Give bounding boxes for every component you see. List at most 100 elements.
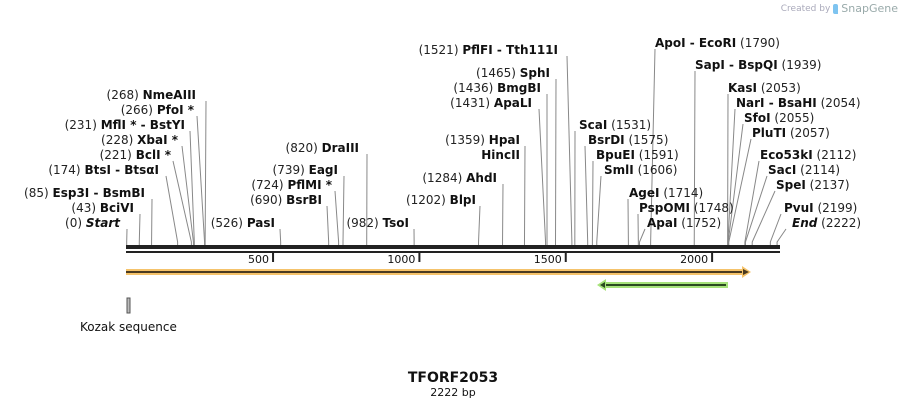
restriction-site-label[interactable]: (1284) AhdI xyxy=(422,171,497,185)
feature-reverse-arrow[interactable] xyxy=(597,279,728,291)
restriction-site-label[interactable]: PspOMI (1748) xyxy=(639,201,734,215)
site-enzyme-name: XbaI * xyxy=(137,133,178,147)
restriction-site-label[interactable]: (221) BclI * xyxy=(100,148,171,162)
site-enzyme-name: SapI - BspQI xyxy=(695,58,778,72)
site-enzyme-name: ApoI - EcoRI xyxy=(655,36,737,50)
site-enzyme-name: PluTI xyxy=(752,126,787,140)
site-position: (2137) xyxy=(809,178,850,192)
restriction-site-label[interactable]: (266) PfoI * xyxy=(121,103,194,117)
site-position: (690) xyxy=(250,193,283,207)
restriction-site-label[interactable]: (231) MflI * - BstYI xyxy=(65,118,185,132)
site-enzyme-name: AgeI xyxy=(629,186,660,200)
site-position: (2054) xyxy=(820,96,861,110)
restriction-site-label[interactable]: AgeI (1714) xyxy=(629,186,703,200)
restriction-site-label[interactable]: ScaI (1531) xyxy=(579,118,651,132)
site-enzyme-name: PflMI * xyxy=(287,178,332,192)
sequence-length: 2222 bp xyxy=(430,386,476,399)
kozak-label: Kozak sequence xyxy=(80,320,177,334)
restriction-site-label[interactable]: (690) BsrBI xyxy=(250,193,322,207)
restriction-site-label[interactable]: (174) BtsI - BtsαI xyxy=(48,163,159,177)
site-enzyme-name: SacI xyxy=(768,163,797,177)
orf-forward-arrow[interactable] xyxy=(126,266,751,278)
site-position: (2055) xyxy=(774,111,815,125)
site-enzyme-name: AhdI xyxy=(466,171,497,185)
restriction-site-label[interactable]: SmlI (1606) xyxy=(604,163,677,177)
site-position: (228) xyxy=(101,133,134,147)
ruler-tick-label: 1000 xyxy=(387,253,416,266)
restriction-site-label[interactable]: (0) Start xyxy=(65,216,120,230)
restriction-site-label[interactable]: (1465) SphI xyxy=(476,66,550,80)
site-enzyme-name: Esp3I - BsmBI xyxy=(52,186,145,200)
site-position: (1431) xyxy=(450,96,491,110)
restriction-site-label[interactable]: End (2222) xyxy=(792,216,861,230)
site-position: (1202) xyxy=(405,193,446,207)
site-enzyme-name: PfoI * xyxy=(156,103,194,117)
site-position: (1606) xyxy=(637,163,678,177)
site-position: (820) xyxy=(285,141,318,155)
site-enzyme-name: End xyxy=(792,216,818,230)
site-enzyme-name: BsrDI xyxy=(588,133,625,147)
restriction-site-label[interactable]: ApaI (1752) xyxy=(647,216,721,230)
site-enzyme-name: BmgBI xyxy=(497,81,541,95)
restriction-site-label[interactable]: (268) NmeAIII xyxy=(107,88,196,102)
site-position: (982) xyxy=(346,216,379,230)
restriction-site-label[interactable]: NarI - BsaHI (2054) xyxy=(736,96,861,110)
site-position: (1591) xyxy=(638,148,679,162)
site-position: (724) xyxy=(251,178,284,192)
restriction-site-label[interactable]: (1436) BmgBI xyxy=(453,81,541,95)
restriction-site-label[interactable]: (1431) ApaLI xyxy=(450,96,532,110)
restriction-site-label[interactable]: BsrDI (1575) xyxy=(588,133,668,147)
site-enzyme-name: PflFI - Tth111I xyxy=(462,43,558,57)
restriction-site-label[interactable]: (1359) HpaI xyxy=(445,133,520,147)
kozak-feature[interactable] xyxy=(126,297,131,314)
site-leader-lines xyxy=(126,48,787,245)
site-enzyme-name: SphI xyxy=(519,66,550,80)
restriction-site-label[interactable]: (228) XbaI * xyxy=(101,133,178,147)
restriction-site-label[interactable]: (1202) BlpI xyxy=(406,193,476,207)
site-enzyme-name: PasI xyxy=(246,216,275,230)
ruler-ticks xyxy=(272,253,714,262)
snapgene-branding: Created by SnapGene xyxy=(781,2,898,15)
site-position: (266) xyxy=(120,103,153,117)
restriction-site-label[interactable]: PvuI (2199) xyxy=(784,201,857,215)
restriction-site-label[interactable]: (43) BciVI xyxy=(71,201,134,215)
restriction-site-label[interactable]: (85) Esp3I - BsmBI xyxy=(24,186,145,200)
site-enzyme-name: EagI xyxy=(308,163,338,177)
restriction-site-label[interactable]: KasI (2053) xyxy=(728,81,801,95)
site-position: (1714) xyxy=(663,186,704,200)
site-enzyme-name: TsoI xyxy=(382,216,409,230)
site-enzyme-name: ApaLI xyxy=(493,96,532,110)
site-enzyme-name: BsrBI xyxy=(286,193,322,207)
restriction-site-label[interactable]: SapI - BspQI (1939) xyxy=(695,58,821,72)
site-enzyme-name: BclI * xyxy=(135,148,171,162)
restriction-site-label[interactable]: BpuEI (1591) xyxy=(596,148,679,162)
restriction-site-label[interactable]: SfoI (2055) xyxy=(744,111,814,125)
restriction-site-label[interactable]: (724) PflMI * xyxy=(251,178,332,192)
site-position: (1939) xyxy=(781,58,822,72)
ruler-tick-label: 1500 xyxy=(533,253,562,266)
site-enzyme-name: NarI - BsaHI xyxy=(736,96,817,110)
site-enzyme-name: BciVI xyxy=(99,201,134,215)
restriction-site-label[interactable]: SpeI (2137) xyxy=(776,178,850,192)
restriction-site-label[interactable]: (820) DraIII xyxy=(286,141,359,155)
site-enzyme-name: PspOMI xyxy=(639,201,690,215)
site-position: (268) xyxy=(106,88,139,102)
restriction-site-label[interactable]: (982) TsoI xyxy=(346,216,409,230)
restriction-site-label[interactable]: (526) PasI xyxy=(211,216,275,230)
site-enzyme-name: SmlI xyxy=(604,163,634,177)
restriction-site-label[interactable]: SacI (2114) xyxy=(768,163,840,177)
restriction-site-label[interactable]: PluTI (2057) xyxy=(752,126,830,140)
site-position: (739) xyxy=(272,163,305,177)
restriction-site-label[interactable]: (739) EagI xyxy=(273,163,338,177)
site-position: (1436) xyxy=(453,81,494,95)
restriction-site-label[interactable]: ApoI - EcoRI (1790) xyxy=(655,36,780,50)
restriction-site-label[interactable]: HincII xyxy=(481,148,520,162)
site-position: (526) xyxy=(210,216,243,230)
restriction-site-label[interactable]: Eco53kI (2112) xyxy=(760,148,856,162)
ruler-tick-label: 2000 xyxy=(680,253,709,266)
site-enzyme-name: SfoI xyxy=(744,111,771,125)
site-enzyme-name: HpaI xyxy=(488,133,520,147)
restriction-site-label[interactable]: (1521) PflFI - Tth111I xyxy=(419,43,558,57)
site-position: (1521) xyxy=(418,43,459,57)
